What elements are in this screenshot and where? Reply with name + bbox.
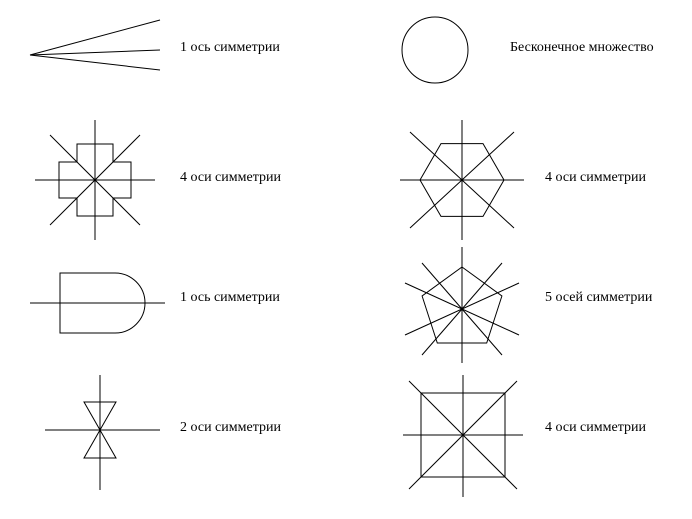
circle-svg	[390, 10, 480, 90]
figure-angle	[20, 10, 170, 80]
bowtie-svg	[45, 375, 165, 495]
figure-circle	[390, 10, 480, 90]
bowtie-label: 2 оси симметрии	[180, 420, 281, 436]
square-svg	[395, 375, 535, 500]
cross-label: 4 оси симметрии	[180, 170, 281, 186]
circle-label: Бесконечное множество	[510, 40, 654, 56]
stadium-svg	[30, 255, 180, 345]
pentagon-label: 5 осей симметрии	[545, 290, 652, 306]
angle-svg	[20, 10, 170, 80]
figure-cross	[30, 120, 160, 240]
figure-bowtie	[45, 375, 165, 495]
diagram-page: 1 ось симметрии Бесконечное множество 4 …	[0, 0, 692, 519]
hexagon-label: 4 оси симметрии	[545, 170, 646, 186]
figure-pentagon	[390, 245, 540, 365]
angle-label: 1 ось симметрии	[180, 40, 280, 56]
cross-svg	[30, 120, 160, 240]
hexagon-svg	[390, 120, 540, 240]
figure-square	[395, 375, 535, 500]
pentagon-svg	[390, 245, 540, 365]
figure-hexagon	[390, 120, 540, 240]
stadium-label: 1 ось симметрии	[180, 290, 280, 306]
figure-stadium	[30, 255, 180, 345]
square-label: 4 оси симметрии	[545, 420, 646, 436]
